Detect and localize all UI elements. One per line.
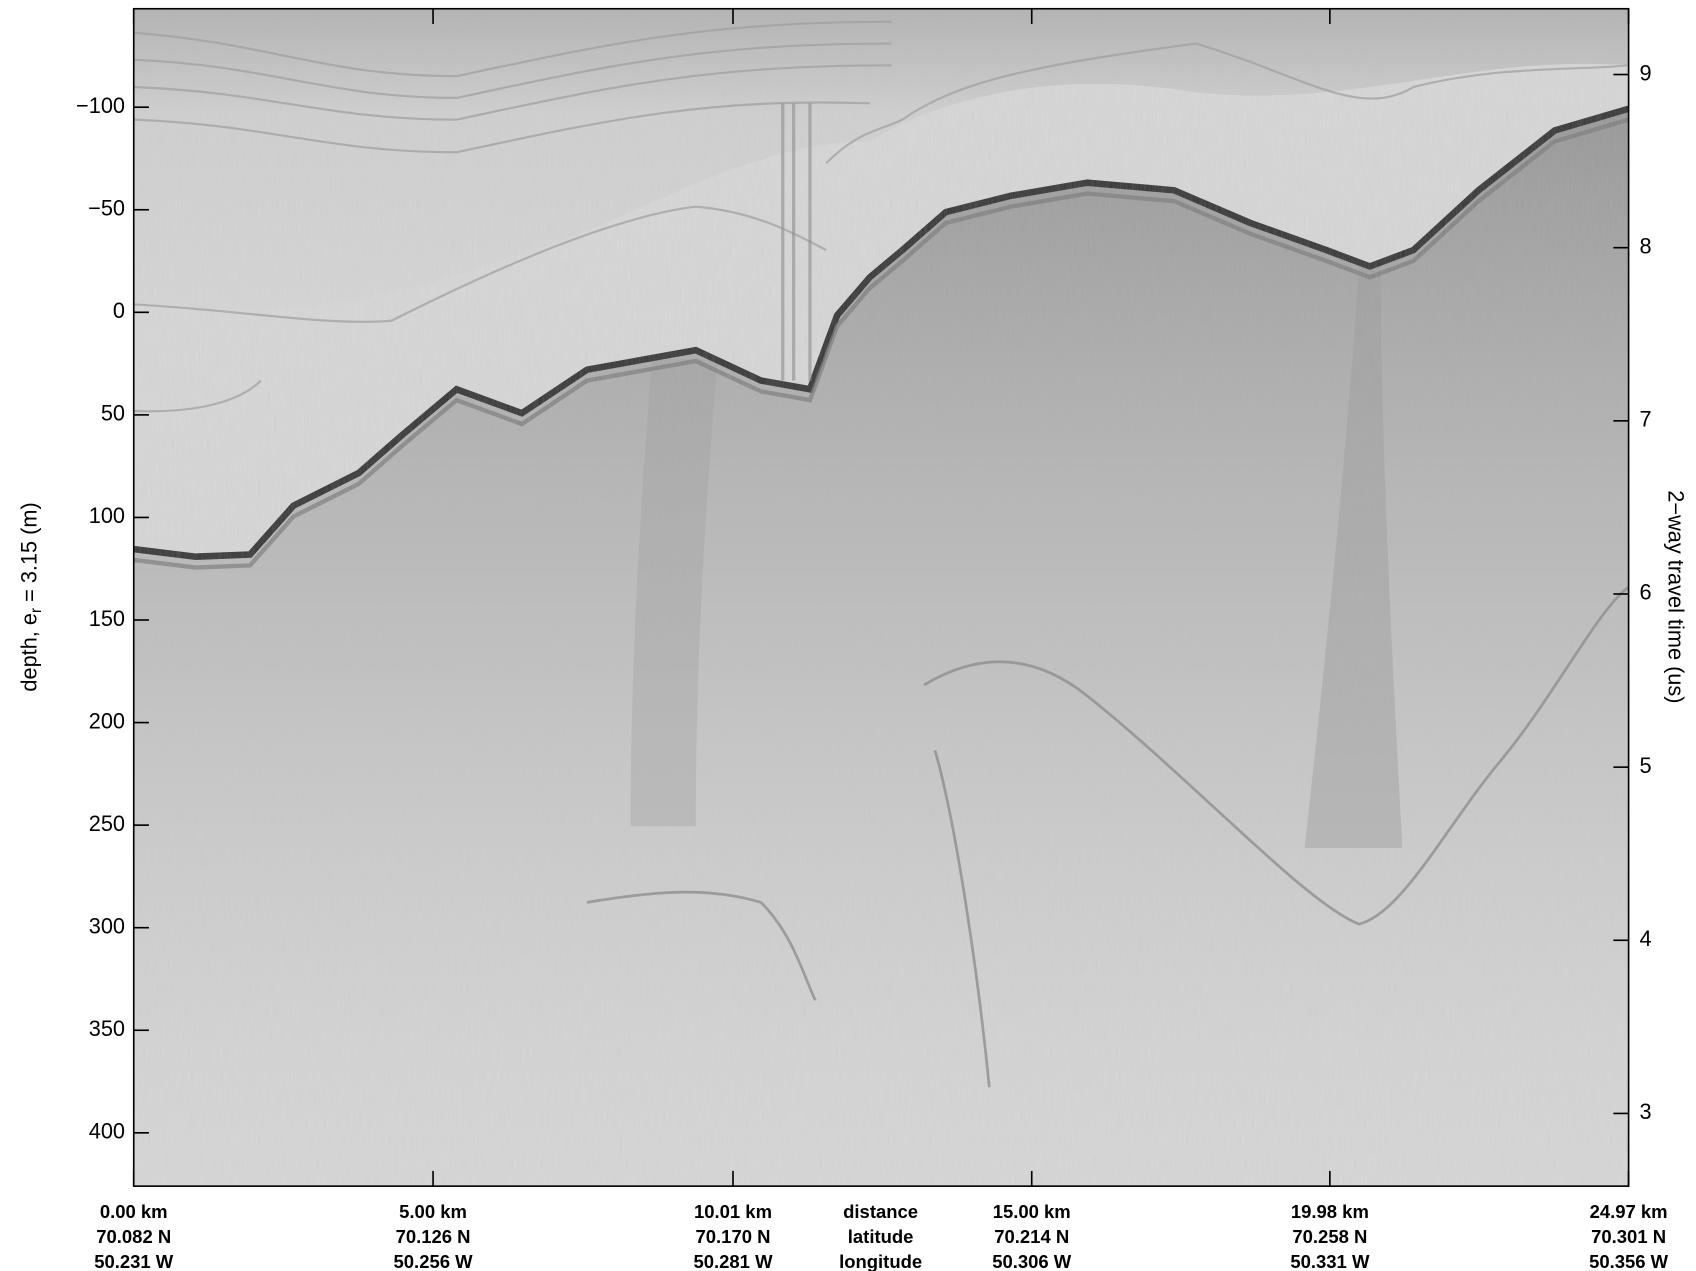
y-tick-label: −50 — [88, 196, 125, 221]
y-tick-label: 150 — [89, 606, 125, 631]
y-tick-label: 200 — [89, 708, 125, 733]
y-tick-label: 100 — [89, 503, 125, 528]
latitude-label: 70.082 N — [96, 1226, 171, 1247]
longitude-label: 50.356 W — [1589, 1251, 1669, 1271]
longitude-label: 50.306 W — [992, 1251, 1072, 1271]
y2-tick-label: 5 — [1639, 753, 1651, 778]
x-row-label: distance — [843, 1201, 918, 1222]
x-tick-label: 0.00 km — [100, 1201, 168, 1222]
y-tick-label: −100 — [76, 93, 125, 118]
radargram — [133, 8, 1629, 1187]
longitude-label: 50.256 W — [394, 1251, 474, 1271]
x-tick-label: 10.01 km — [694, 1201, 772, 1222]
y-tick-label: 50 — [101, 401, 125, 426]
y-axis-label: depth, er = 3.15 (m) — [16, 502, 45, 691]
y-tick-label: 250 — [89, 811, 125, 836]
latitude-label: 70.301 N — [1591, 1226, 1666, 1247]
longitude-label: 50.331 W — [1290, 1251, 1370, 1271]
plot-frame — [132, 7, 1630, 1187]
x-row-label: longitude — [839, 1251, 922, 1271]
y2-tick-label: 3 — [1639, 1099, 1651, 1124]
y-tick-label: 350 — [89, 1016, 125, 1041]
latitude-label: 70.214 N — [994, 1226, 1069, 1247]
longitude-label: 50.281 W — [693, 1251, 773, 1271]
y-tick-label: 400 — [89, 1119, 125, 1144]
y-tick-label: 0 — [113, 298, 125, 323]
x-tick-label: 19.98 km — [1291, 1201, 1369, 1222]
x-tick-label: 24.97 km — [1590, 1201, 1668, 1222]
y-axis-label-part: depth, e — [16, 613, 41, 692]
longitude-label: 50.231 W — [94, 1251, 174, 1271]
y-tick-label: 300 — [89, 913, 125, 938]
y-axis-label-part: = 3.15 (m) — [16, 502, 41, 608]
y-axis-label-part: r — [28, 608, 45, 613]
y2-axis-label: 2−way travel time (us) — [1664, 490, 1689, 703]
latitude-label: 70.126 N — [396, 1226, 471, 1247]
y2-tick-label: 7 — [1639, 407, 1651, 432]
x-tick-label: 5.00 km — [399, 1201, 467, 1222]
x-row-label: latitude — [848, 1226, 914, 1247]
latitude-label: 70.258 N — [1292, 1226, 1367, 1247]
x-tick-label: 15.00 km — [993, 1201, 1071, 1222]
y2-tick-label: 9 — [1639, 60, 1651, 85]
y2-tick-label: 6 — [1639, 580, 1651, 605]
y2-tick-label: 8 — [1639, 233, 1651, 258]
y2-tick-label: 4 — [1639, 926, 1651, 951]
latitude-label: 70.170 N — [696, 1226, 771, 1247]
